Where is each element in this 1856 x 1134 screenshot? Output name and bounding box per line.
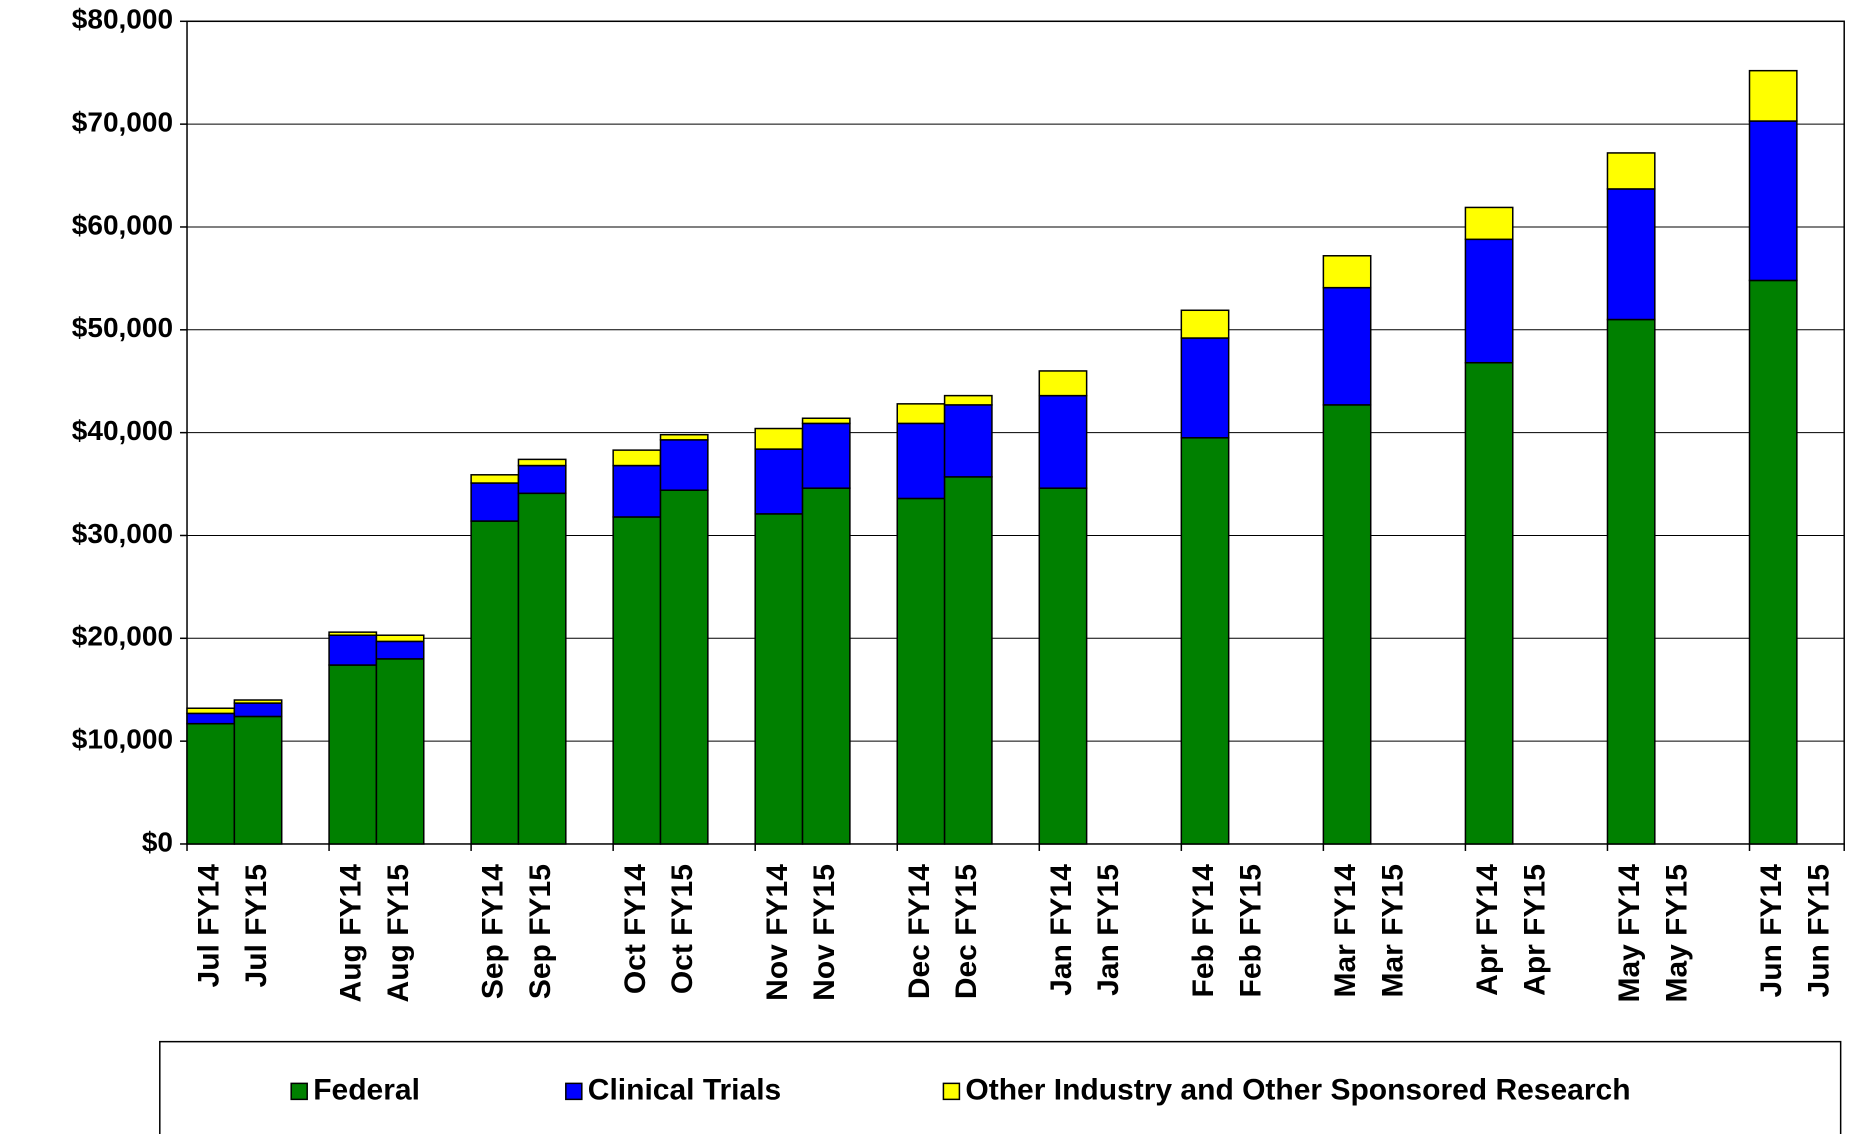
bar-segment <box>375 658 425 845</box>
bar-segment <box>517 464 567 495</box>
y-tick-label: $70,000 <box>72 107 173 138</box>
bar-segment <box>754 427 804 450</box>
bar-segment <box>659 489 709 845</box>
bar-segment <box>896 497 946 845</box>
x-tick-label: May FY14 <box>1613 864 1646 1003</box>
bar-segment <box>517 492 567 845</box>
y-tick-label: $30,000 <box>72 518 173 549</box>
x-tick-label: Oct FY14 <box>619 864 652 994</box>
bar-segment <box>186 707 236 715</box>
x-tick-label: May FY15 <box>1660 864 1693 1002</box>
legend-label: Clinical Trials <box>588 1073 781 1106</box>
bar-segment <box>1180 437 1230 845</box>
x-tick-label: Sep FY14 <box>477 864 510 999</box>
bar-segment <box>1038 370 1088 397</box>
x-tick-label: Mar FY14 <box>1329 864 1362 998</box>
bar-segment <box>470 482 520 522</box>
bar-segment <box>659 439 709 491</box>
legend-swatch <box>565 1082 583 1101</box>
bar-segment <box>328 664 378 845</box>
bar-segment <box>1180 337 1230 439</box>
x-tick-label: Nov FY14 <box>761 864 794 1001</box>
y-tick-label: $0 <box>142 826 173 857</box>
x-tick-label: Jun FY14 <box>1755 864 1788 998</box>
bar-segment <box>1464 361 1514 845</box>
y-tick-label: $80,000 <box>72 4 173 35</box>
bar-segment <box>659 433 709 441</box>
bar-segment <box>612 516 662 845</box>
x-tick-label: Jan FY15 <box>1092 864 1125 996</box>
legend-swatch <box>290 1082 308 1101</box>
bar-segment <box>896 403 946 425</box>
y-tick-label: $50,000 <box>72 312 173 343</box>
x-tick-label: Mar FY15 <box>1376 864 1409 997</box>
bar-segment <box>612 464 662 518</box>
x-tick-label: Jul FY14 <box>193 864 226 988</box>
x-tick-label: Aug FY14 <box>335 864 368 1003</box>
x-tick-label: Jul FY15 <box>240 864 273 987</box>
legend-swatch <box>942 1082 961 1101</box>
x-tick-label: Apr FY15 <box>1518 864 1551 996</box>
bar-segment <box>1038 394 1088 489</box>
x-tick-label: Aug FY15 <box>382 864 415 1002</box>
bar-segment <box>801 417 851 425</box>
bar-segment <box>328 634 378 666</box>
x-tick-label: Dec FY14 <box>903 864 936 999</box>
bar-segment <box>754 513 804 845</box>
legend-box <box>159 1040 1842 1134</box>
bar-segment <box>233 715 283 845</box>
x-tick-label: Apr FY14 <box>1471 864 1504 996</box>
y-tick-label: $20,000 <box>72 621 173 652</box>
bar-segment <box>186 712 236 725</box>
bar-segment <box>612 449 662 467</box>
bar-segment <box>801 422 851 489</box>
x-tick-label: Feb FY15 <box>1234 864 1267 997</box>
bar-segment <box>1322 255 1372 289</box>
bar-segment <box>801 487 851 845</box>
x-tick-label: Dec FY15 <box>950 864 983 999</box>
bar-segment <box>1606 318 1656 845</box>
bar-segment <box>1322 404 1372 845</box>
x-tick-label: Jun FY15 <box>1802 864 1835 997</box>
bar-segment <box>1606 152 1656 190</box>
bar-segment <box>943 394 993 406</box>
bar-segment <box>1748 279 1798 845</box>
bar-segment <box>328 631 378 636</box>
bar-segment <box>233 702 283 718</box>
bar-segment <box>470 474 520 484</box>
bar-segment <box>470 520 520 845</box>
bar-segment <box>1748 120 1798 282</box>
y-tick-label: $10,000 <box>72 724 173 755</box>
bar-segment <box>943 476 993 845</box>
x-tick-label: Oct FY15 <box>666 864 699 994</box>
legend-label: Other Industry and Other Sponsored Resea… <box>965 1073 1630 1106</box>
bar-segment <box>186 722 236 845</box>
bar-segment <box>943 404 993 478</box>
bar-segment <box>233 699 283 704</box>
x-tick-label: Nov FY15 <box>808 864 841 1001</box>
bar-segment <box>1180 309 1230 339</box>
bar-segment <box>1748 69 1798 122</box>
bar-segment <box>517 458 567 467</box>
x-tick-label: Jan FY14 <box>1045 864 1078 996</box>
y-tick-label: $40,000 <box>72 415 173 446</box>
bar-segment <box>1038 487 1088 845</box>
bar-segment <box>1322 286 1372 406</box>
x-tick-label: Sep FY15 <box>524 864 557 999</box>
y-tick-label: $60,000 <box>72 209 173 240</box>
bar-segment <box>1464 238 1514 364</box>
bar-segment <box>375 640 425 660</box>
bar-segment <box>754 448 804 515</box>
bar-segment <box>1606 188 1656 321</box>
bar-segment <box>896 422 946 500</box>
bar-segment <box>1464 206 1514 241</box>
bar-segment <box>375 634 425 643</box>
legend-label: Federal <box>313 1073 420 1106</box>
x-tick-label: Feb FY14 <box>1187 864 1220 998</box>
